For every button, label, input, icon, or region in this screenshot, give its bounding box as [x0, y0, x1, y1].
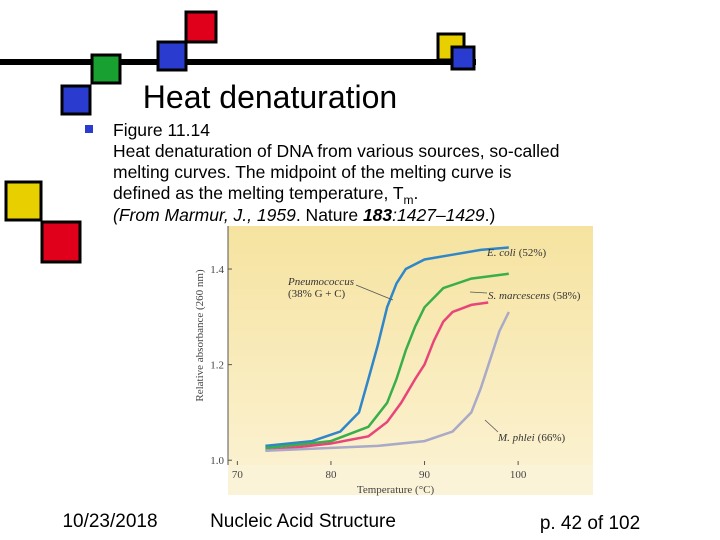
plot-background: [228, 226, 593, 465]
x-tick-label: 80: [325, 469, 337, 481]
citation-part: . Nature: [296, 205, 363, 225]
citation-part: .): [485, 205, 496, 225]
series-detail: (58%): [553, 290, 581, 302]
citation-part: :1427–1429: [392, 205, 485, 225]
citation-part: (From Marmur, J., 1959: [113, 205, 296, 225]
series-label: S. marcescens (58%): [488, 290, 581, 302]
series-line: [265, 246, 509, 448]
series-detail: (38% G + C): [288, 288, 346, 300]
footer: 10/23/2018 Nucleic Acid Structure p. 42 …: [62, 511, 640, 534]
x-tick-label: 70: [232, 469, 244, 481]
citation: (From Marmur, J., 1959. Nature 183:1427–…: [113, 205, 495, 225]
series-name: Pneumococcus: [287, 276, 354, 288]
x-axis-label: Temperature (°C): [357, 484, 435, 496]
x-tick-label: 100: [510, 469, 527, 481]
y-axis-label: Relative absorbance (260 nm): [194, 269, 206, 402]
leader-line: [469, 291, 488, 294]
axis-band: [228, 465, 593, 495]
series-label: E. coli (52%): [486, 247, 547, 259]
slide-title: Heat denaturation: [143, 79, 397, 115]
leader-line: [484, 419, 499, 433]
citation-part: 183: [363, 205, 392, 225]
series-name: M. phlei: [497, 432, 535, 444]
footer-date: 10/23/2018: [62, 511, 157, 532]
body-line: melting curves. The midpoint of the melt…: [113, 162, 512, 182]
series-label: Pneumococcus (38% G + C): [287, 276, 354, 300]
figure: 70 80 90 100 1.0 1.2 1.4 Temperature (°C) Relati…: [194, 226, 593, 496]
body-text: Figure 11.14 Heat denaturation of DNA fr…: [113, 120, 559, 225]
y-tick-label: 1.4: [210, 264, 224, 276]
y-tick-label: 1.0: [210, 455, 224, 467]
body-line: Heat denaturation of DNA from various so…: [113, 141, 559, 161]
decoration: [0, 10, 476, 264]
series-line: [265, 301, 489, 452]
body-line: Figure 11.14: [113, 120, 210, 140]
y-tick-label: 1.2: [210, 360, 224, 372]
x-tick-label: 90: [419, 469, 431, 481]
leader-line: [355, 284, 394, 301]
subscript: m: [404, 193, 414, 207]
footer-page: p. 42 of 102: [540, 513, 640, 534]
bullet: [85, 125, 93, 133]
series-line: [265, 311, 510, 452]
footer-topic: Nucleic Acid Structure: [210, 511, 396, 532]
series-line: [265, 272, 509, 450]
body-line: defined as the melting temperature, T: [113, 183, 404, 203]
series-label: M. phlei (66%): [497, 432, 565, 444]
series-detail: (52%): [519, 247, 547, 259]
body-line: defined as the melting temperature, Tm.: [113, 183, 418, 207]
series-name: E. coli: [486, 247, 516, 259]
series-detail: (66%): [538, 432, 566, 444]
series-name: S. marcescens: [488, 290, 550, 302]
period: .: [414, 183, 419, 203]
